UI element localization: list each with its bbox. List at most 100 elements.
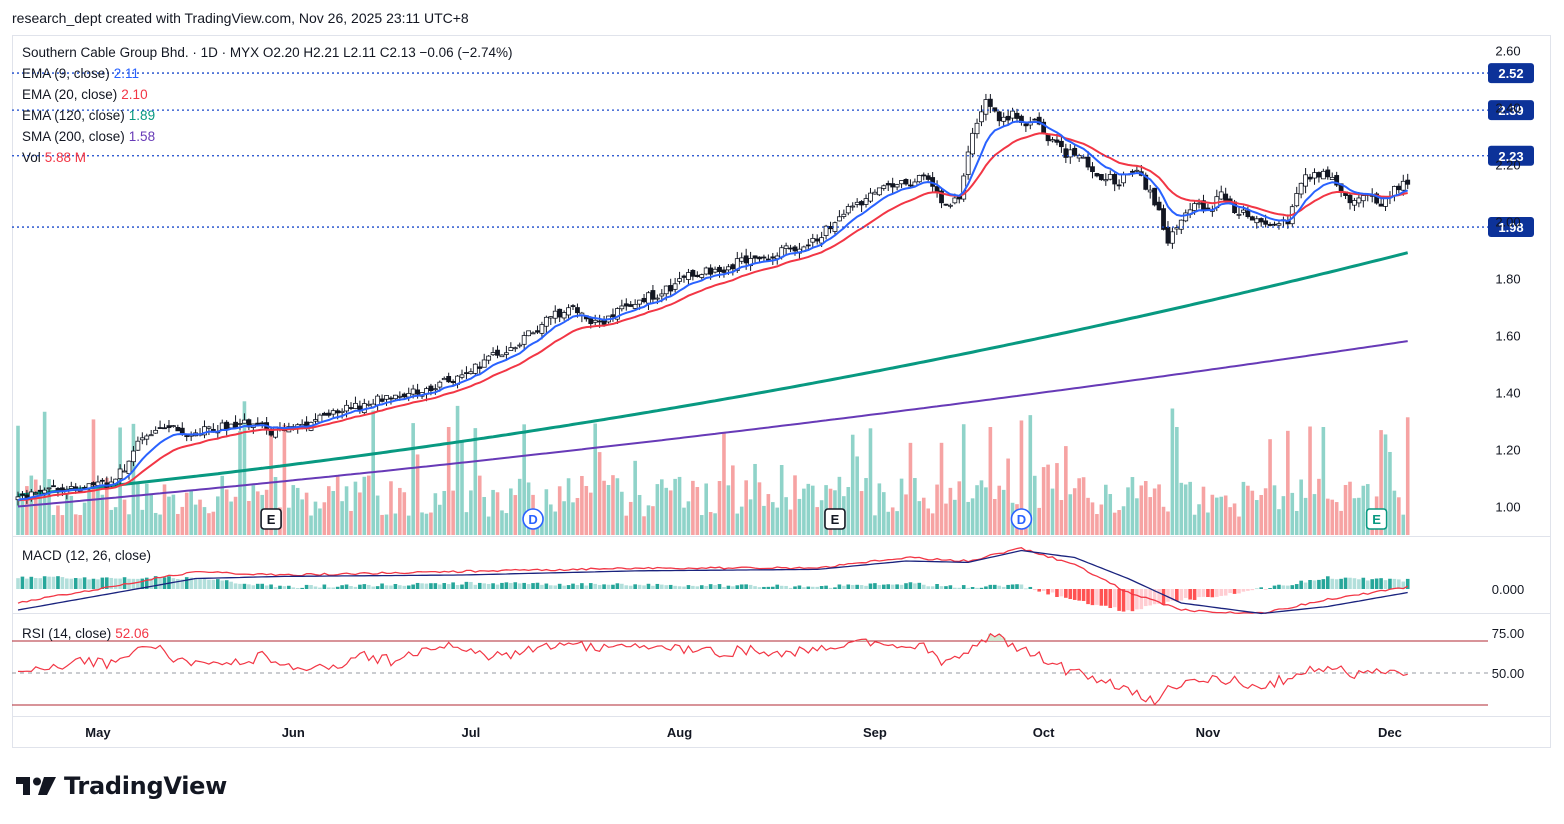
macd-histogram-bar [1246, 589, 1250, 591]
macd-histogram-bar [810, 586, 815, 589]
candle [379, 394, 385, 403]
ema20-legend[interactable]: EMA (20, close) 2.10 [22, 87, 148, 102]
macd-histogram-bar [47, 576, 51, 589]
candle [890, 177, 896, 194]
volume-bar [1277, 509, 1281, 535]
macd-histogram-bar [997, 585, 1002, 589]
candle-body [1378, 203, 1384, 207]
horizontal-level-tag [1488, 100, 1534, 121]
volume-bar [1281, 496, 1286, 535]
candle [837, 210, 842, 222]
candle [486, 355, 492, 365]
volume-bar [429, 512, 433, 535]
volume-bar [784, 497, 788, 535]
candle-body [619, 305, 625, 310]
macd-histogram-bar [136, 578, 140, 589]
volume-bar [984, 487, 988, 535]
candle-body [885, 183, 891, 186]
volume-bar [522, 424, 526, 535]
candle [512, 346, 518, 352]
candle-body [1085, 156, 1091, 168]
volume-bar [1139, 485, 1144, 535]
volume-bar [779, 465, 784, 535]
candle-body [157, 427, 163, 429]
candle [1254, 215, 1260, 229]
candle [184, 434, 190, 442]
macd-histogram-bar [895, 584, 899, 589]
ema9-legend[interactable]: EMA (9, close) 2.11 [22, 66, 139, 81]
candle [1063, 143, 1069, 164]
candle [233, 415, 238, 428]
macd-histogram-bar [1148, 589, 1152, 606]
sma200-label: SMA (200, close) [22, 129, 125, 144]
tradingview-brand[interactable]: TradingView [14, 772, 227, 800]
sma200-legend[interactable]: SMA (200, close) 1.58 [22, 129, 155, 144]
candle-body [566, 307, 571, 316]
volume-bar [207, 513, 211, 535]
symbol-legend[interactable]: Southern Cable Group Bhd. · 1D · MYX O2.… [22, 45, 513, 60]
macd-histogram-bar [264, 585, 269, 589]
candle [535, 325, 540, 334]
volume-bar [1383, 434, 1388, 535]
macd-histogram-bar [735, 585, 740, 589]
candle-body [677, 278, 682, 282]
ema20-value: 2.10 [121, 87, 148, 102]
volume-bar [1050, 488, 1055, 535]
macd-histogram-bar [491, 583, 495, 589]
candle [730, 263, 736, 276]
candle-body [734, 258, 740, 271]
volume-bar [335, 475, 340, 535]
macd-histogram-bar [522, 582, 526, 589]
candle [850, 202, 856, 211]
candle-body [1312, 172, 1317, 179]
candle-body [313, 419, 318, 422]
volume-bar [251, 485, 256, 535]
candle [686, 268, 691, 285]
candle [1019, 114, 1024, 126]
candle [561, 310, 567, 321]
macd-histogram-bar [588, 583, 593, 589]
candle-body [1241, 209, 1246, 213]
ema120-legend[interactable]: EMA (120, close) 1.89 [22, 108, 155, 123]
ema9-line [17, 120, 1409, 501]
candle [495, 345, 500, 359]
candle [908, 179, 913, 189]
candle [166, 420, 172, 433]
event-marker: E [824, 508, 846, 530]
candle [1320, 168, 1326, 180]
macd-histogram-bar [309, 585, 313, 589]
volume-legend[interactable]: Vol 5.88 M [22, 150, 86, 165]
macd-histogram-bar [704, 585, 708, 589]
volume-bar [1397, 497, 1401, 535]
candle-body [432, 388, 438, 391]
candle-body [588, 318, 594, 325]
volume-bar [637, 494, 642, 535]
macd-histogram-bar [877, 584, 882, 589]
candle [1152, 187, 1158, 207]
candle-body [992, 107, 998, 112]
candle-body [339, 410, 345, 414]
volume-bar [340, 501, 344, 535]
macd-legend[interactable]: MACD (12, 26, close) [22, 548, 151, 563]
candle-body [148, 434, 154, 437]
candle-body [1276, 223, 1282, 226]
candle-body [708, 267, 714, 275]
candle-body [575, 307, 580, 314]
event-marker-label: D [528, 512, 537, 527]
candle-body [539, 324, 545, 334]
macd-histogram-bar [1388, 578, 1392, 589]
rsi-legend[interactable]: RSI (14, close) 52.06 [22, 626, 149, 641]
macd-histogram-bar [1352, 578, 1357, 589]
candle-body [51, 485, 56, 488]
candle [1347, 192, 1353, 210]
macd-histogram-bar [486, 583, 491, 589]
candle-body [1161, 208, 1166, 230]
volume-bar [930, 513, 935, 535]
macd-histogram-bar [477, 582, 482, 589]
candle [739, 252, 745, 265]
macd-histogram-bar [29, 576, 34, 589]
macd-histogram-bar [642, 585, 646, 589]
macd-histogram-bar [793, 586, 797, 589]
price-axis-tick: 2.20 [1495, 157, 1520, 172]
